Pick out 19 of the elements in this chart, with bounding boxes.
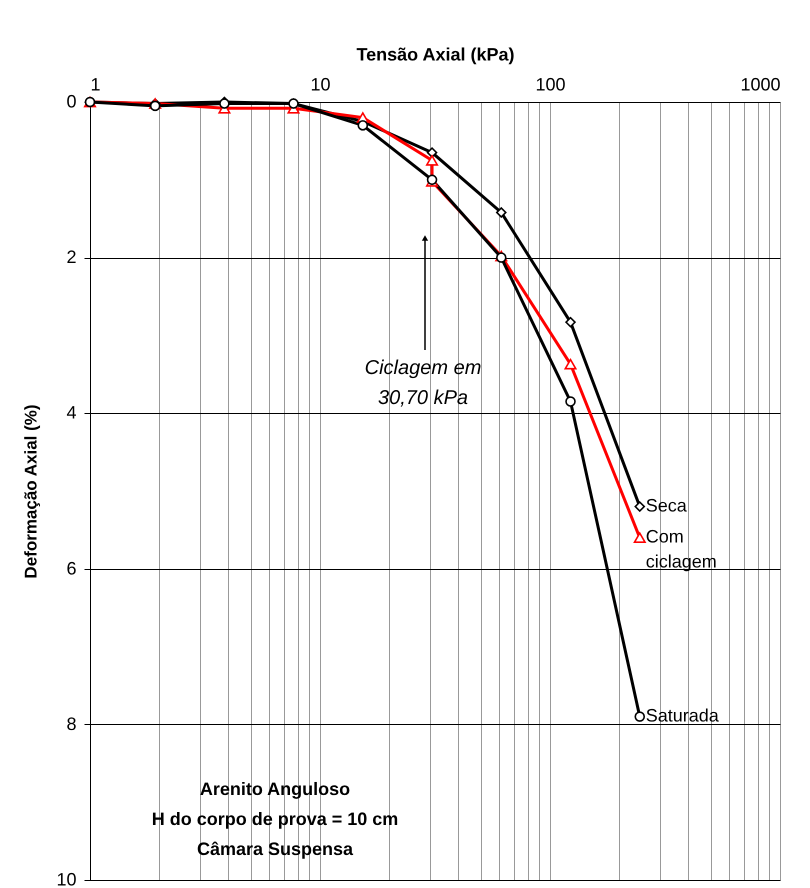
y-axis-title: Deformação Axial (%) bbox=[21, 404, 40, 579]
x-tick-label: 10 bbox=[310, 74, 331, 94]
y-tick-label: 8 bbox=[66, 714, 76, 734]
annotation: H do corpo de prova = 10 cm bbox=[152, 809, 398, 829]
y-tick-label: 10 bbox=[56, 870, 76, 888]
series-label: Com ciclagem bbox=[646, 526, 717, 572]
y-tick-label: 4 bbox=[66, 402, 76, 423]
x-axis-title: Tensão Axial (kPa) bbox=[356, 44, 515, 64]
series-label: Seca bbox=[646, 496, 688, 516]
y-tick-label: 2 bbox=[66, 247, 76, 268]
x-tick-label: 1 bbox=[90, 74, 101, 94]
annotation: Câmara Suspensa bbox=[196, 839, 354, 859]
x-tick-label: 1000 bbox=[740, 74, 780, 94]
series-label: Saturada bbox=[646, 706, 720, 726]
y-tick-label: 0 bbox=[66, 92, 76, 112]
annotation: Arenito Anguloso bbox=[200, 779, 350, 799]
annotation: Ciclagem em 30,70 kPa bbox=[364, 357, 482, 409]
x-tick-label: 100 bbox=[535, 74, 566, 94]
y-tick-label: 6 bbox=[66, 558, 76, 578]
